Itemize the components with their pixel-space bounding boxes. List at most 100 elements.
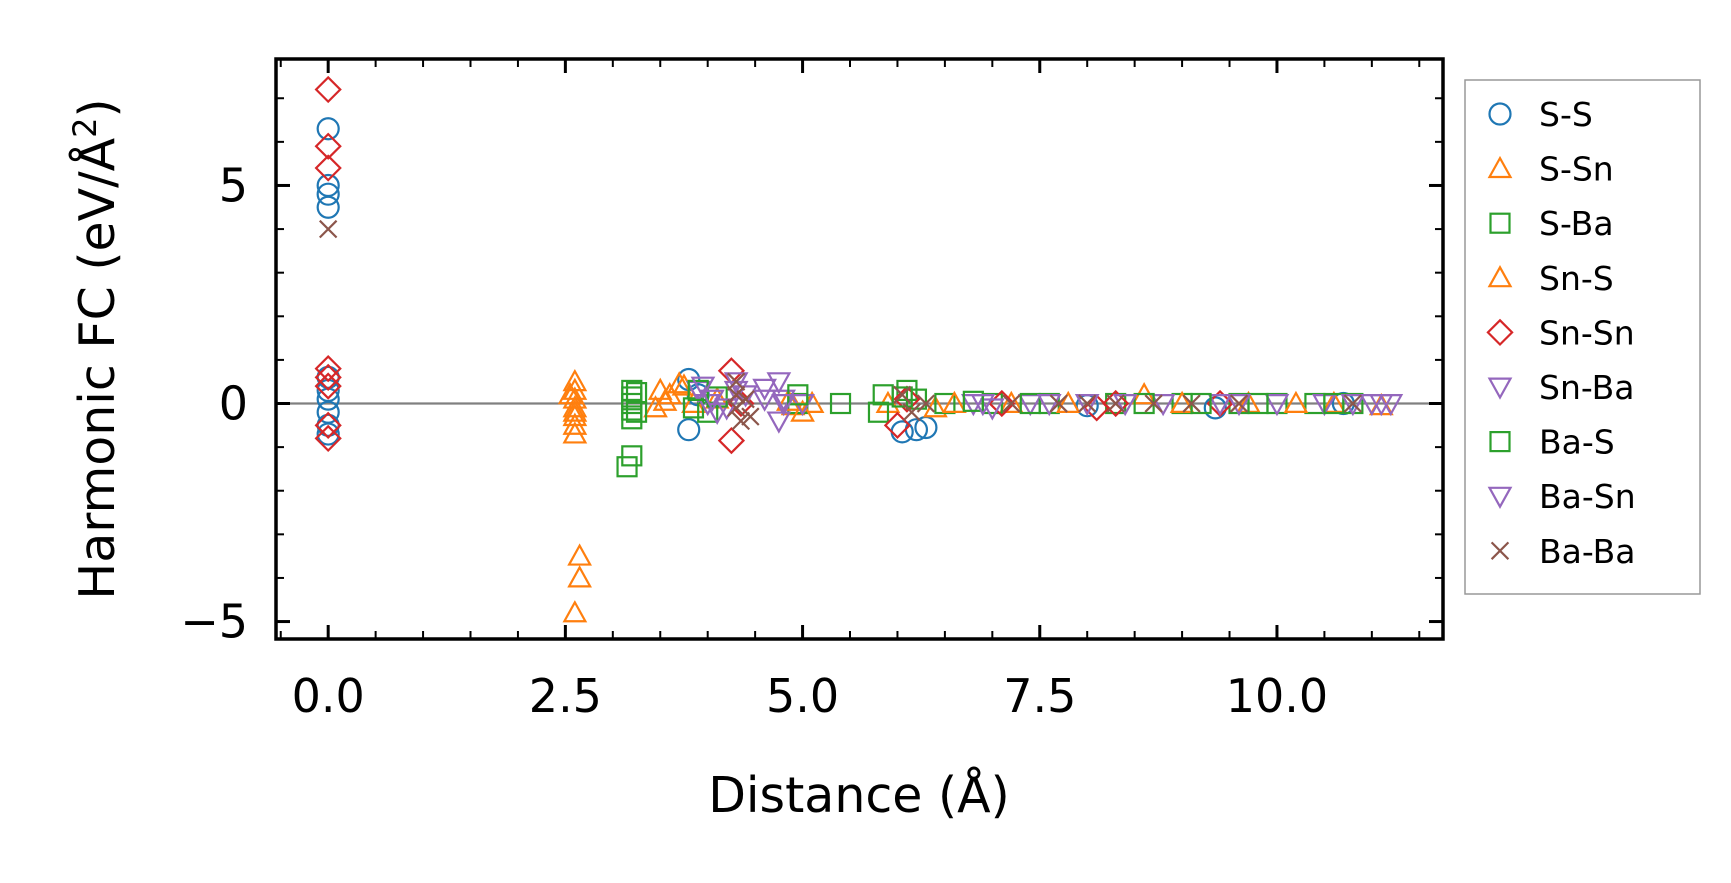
- legend-marker: [1489, 431, 1511, 453]
- data-point: [621, 445, 643, 467]
- data-points: [314, 75, 1404, 623]
- plot-frame: [274, 57, 1445, 641]
- data-point: [557, 382, 583, 405]
- data-point: [314, 411, 342, 439]
- data-point: [829, 392, 852, 415]
- data-point: [625, 401, 648, 423]
- series-ba-s: [625, 379, 1345, 423]
- data-point: [726, 385, 746, 404]
- data-point: [979, 398, 1005, 421]
- legend-item: Ba-S: [1489, 423, 1615, 462]
- data-point: [316, 117, 340, 141]
- legend-item: Sn-S: [1487, 259, 1614, 298]
- data-point: [1321, 390, 1347, 414]
- legend-label: S-Sn: [1539, 150, 1614, 189]
- data-point: [731, 411, 751, 431]
- legend-marker: [1488, 102, 1512, 126]
- legend-item: Sn-Sn: [1486, 313, 1635, 352]
- data-point: [1343, 394, 1363, 413]
- data-point: [316, 195, 340, 219]
- legend-marker: [1487, 155, 1513, 179]
- legend: S-S S-Sn S-Ba Sn-S Sn-Sn Sn-Ba Ba-S Ba-Sn Ba-Ba: [1464, 79, 1701, 595]
- data-point: [1106, 394, 1125, 413]
- data-point: [1102, 389, 1130, 418]
- legend-marker: [1486, 318, 1514, 347]
- data-point: [1150, 394, 1176, 417]
- data-point: [962, 390, 984, 412]
- data-point: [567, 565, 592, 588]
- data-point: [1112, 394, 1138, 417]
- series-ba-sn: [690, 376, 1394, 421]
- data-point: [314, 132, 342, 160]
- legend-label: Ba-Sn: [1539, 477, 1636, 516]
- legend-label: Sn-Ba: [1539, 368, 1634, 407]
- data-point: [1283, 390, 1309, 414]
- series-ba-ba: [319, 219, 1363, 431]
- data-point: [998, 390, 1024, 414]
- data-point: [726, 372, 746, 391]
- data-point: [677, 418, 701, 442]
- data-point: [316, 413, 340, 437]
- data-point: [1247, 392, 1269, 415]
- legend-marker: [1487, 377, 1513, 400]
- legend-label: Ba-S: [1539, 423, 1615, 462]
- data-point: [1078, 394, 1097, 413]
- data-point: [1264, 394, 1290, 417]
- legend-item: S-Sn: [1487, 150, 1614, 189]
- axis-ticks: [276, 59, 1443, 639]
- data-point: [1036, 394, 1062, 417]
- data-point: [562, 399, 588, 422]
- y-tick-labels: −5 0 5: [180, 158, 248, 648]
- data-point: [891, 386, 913, 408]
- x-tick-label: 10.0: [1226, 669, 1328, 723]
- data-point: [562, 421, 588, 444]
- y-tick-label: 5: [219, 158, 248, 212]
- data-point: [562, 600, 588, 623]
- data-point: [902, 403, 921, 422]
- data-point: [1074, 394, 1100, 417]
- data-point: [752, 378, 777, 402]
- series-sn-s: [557, 373, 1309, 422]
- data-point: [1229, 394, 1249, 413]
- data-point: [766, 411, 792, 434]
- data-point: [562, 412, 588, 435]
- data-point: [690, 376, 716, 399]
- data-point: [319, 219, 338, 239]
- data-point: [682, 397, 705, 419]
- data-point: [736, 389, 755, 409]
- data-point: [1207, 394, 1233, 417]
- data-point: [867, 401, 890, 423]
- y-tick-label: −5: [180, 595, 248, 649]
- data-point: [621, 408, 643, 430]
- legend-item: Sn-Ba: [1487, 368, 1634, 407]
- data-point: [1144, 394, 1163, 413]
- data-point: [652, 388, 678, 411]
- data-point: [314, 363, 342, 391]
- data-point: [316, 182, 340, 206]
- legend-marker: [1490, 541, 1510, 560]
- data-point: [771, 394, 796, 417]
- data-point: [733, 385, 759, 408]
- data-point: [643, 395, 668, 418]
- x-tick-label: 2.5: [529, 669, 602, 723]
- data-point: [314, 424, 342, 453]
- legend-item: Ba-Ba: [1490, 532, 1635, 571]
- data-point: [316, 422, 340, 446]
- data-point: [775, 388, 801, 411]
- data-point: [1019, 392, 1041, 415]
- legend-marker: [1487, 486, 1513, 509]
- data-point: [1049, 394, 1068, 413]
- data-point: [790, 399, 815, 422]
- data-point: [893, 385, 921, 413]
- legend-label: S-Ba: [1539, 204, 1614, 243]
- x-tick-label: 5.0: [766, 669, 839, 723]
- legend-label: S-S: [1539, 95, 1593, 134]
- data-point: [916, 394, 936, 413]
- data-point: [741, 407, 760, 426]
- data-point: [970, 394, 996, 417]
- data-point: [314, 354, 342, 383]
- x-tick-label: 7.5: [1003, 669, 1076, 723]
- legend-marker: [1489, 212, 1511, 234]
- data-point: [1182, 394, 1201, 413]
- data-point: [666, 371, 692, 394]
